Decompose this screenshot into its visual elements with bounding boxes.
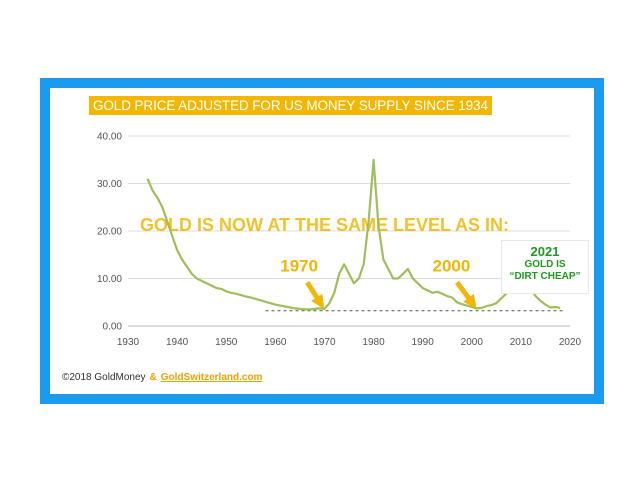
y-tick-label: 30.00: [97, 179, 122, 190]
x-tick-label: 1950: [215, 337, 238, 348]
x-tick-label: 2010: [510, 337, 533, 348]
label-1970: 1970: [280, 256, 318, 275]
callout-line-1: GOLD IS: [524, 259, 566, 270]
credit-amp: &: [149, 372, 157, 383]
callout-line-2: “DIRT CHEAP”: [509, 271, 581, 282]
x-tick-label: 1960: [264, 337, 287, 348]
x-axis-ticks: 1930 1940 1950 1960 1970 1980 1990 2000 2010 2020: [117, 337, 582, 348]
arrow-1970-icon: [305, 280, 325, 309]
dirt-cheap-callout: 2021 GOLD IS “DIRT CHEAP”: [501, 240, 589, 294]
label-2000: 2000: [432, 256, 470, 275]
x-tick-label: 2020: [559, 337, 582, 348]
arrow-2000-icon: [455, 280, 477, 309]
grid-lines: [128, 135, 570, 327]
y-tick-label: 0.00: [103, 322, 123, 333]
gold-price-series: [146, 158, 561, 311]
x-tick-label: 1930: [117, 337, 140, 348]
chart-title: GOLD PRICE ADJUSTED FOR US MONEY SUPPLY …: [89, 96, 492, 115]
arrow-head: [311, 293, 325, 309]
arrow-head: [463, 293, 477, 309]
credit-source: ©2018 GoldMoney: [62, 372, 146, 383]
headline-annotation: GOLD IS NOW AT THE SAME LEVEL AS IN:: [140, 215, 509, 235]
y-tick-label: 10.00: [97, 274, 122, 285]
y-tick-label: 20.00: [97, 227, 122, 238]
x-tick-label: 1940: [166, 337, 189, 348]
x-tick-label: 2000: [461, 337, 484, 348]
label-2021: 2021: [530, 244, 560, 259]
y-axis-ticks: 0.00 10.00 20.00 30.00 40.00: [97, 132, 122, 333]
credit-site-link[interactable]: GoldSwitzerland.com: [160, 372, 263, 383]
x-tick-label: 1980: [362, 337, 385, 348]
gold-price-chart: 0.00 10.00 20.00 30.00 40.00 1930 1940 1950 196…: [97, 132, 582, 349]
x-tick-label: 1970: [313, 337, 336, 348]
x-tick-label: 1990: [412, 337, 435, 348]
source-credit: ©2018 GoldMoney & GoldSwitzerland.com: [62, 372, 262, 383]
y-tick-label: 40.00: [97, 132, 122, 143]
